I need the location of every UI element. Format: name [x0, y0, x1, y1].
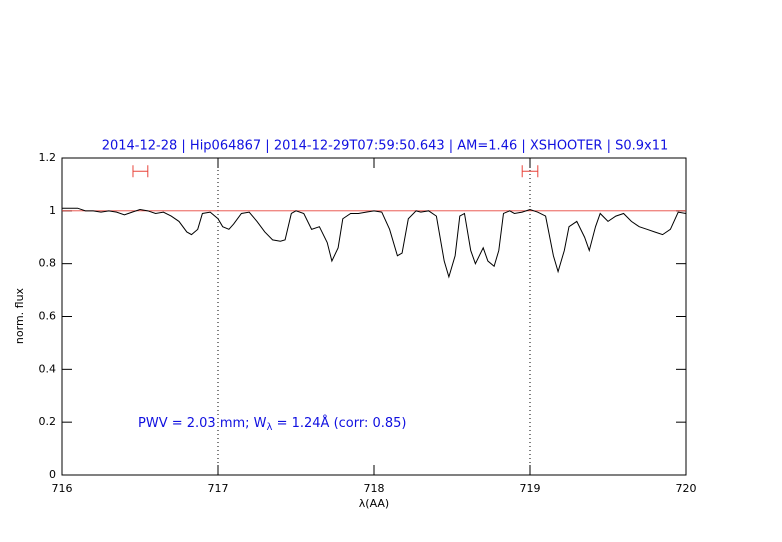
annotation: PWV = 2.03 mm; Wλ = 1.24Å (corr: 0.85) — [138, 415, 407, 434]
continuum-region — [521, 165, 539, 178]
y-tick-label: 0.2 — [39, 415, 57, 428]
y-tick-label: 0.4 — [39, 362, 57, 375]
x-tick-label: 718 — [364, 482, 385, 495]
x-tick-label: 719 — [520, 482, 541, 495]
annotation-text: = 1.24Å (corr: 0.85) — [272, 415, 406, 431]
continuum-region — [132, 165, 149, 178]
x-tick-label: 716 — [52, 482, 73, 495]
y-tick-label: 1.2 — [39, 151, 57, 164]
annotation-text: PWV = 2.03 mm; W — [138, 416, 267, 431]
y-tick-label: 0.6 — [39, 310, 57, 323]
x-axis-label: λ(AA) — [359, 497, 389, 510]
spectrum-line — [62, 207, 687, 279]
x-tick-label: 717 — [208, 482, 229, 495]
x-tick-label: 720 — [676, 482, 697, 495]
y-tick-label: 0 — [49, 468, 56, 481]
chart-title: 2014-12-28 | Hip064867 | 2014-12-29T07:5… — [102, 139, 669, 154]
y-tick-label: 1 — [49, 204, 56, 217]
y-axis-label: norm. flux — [13, 287, 26, 344]
y-tick-label: 0.8 — [39, 257, 57, 270]
annotation-subscript: λ — [267, 422, 273, 433]
